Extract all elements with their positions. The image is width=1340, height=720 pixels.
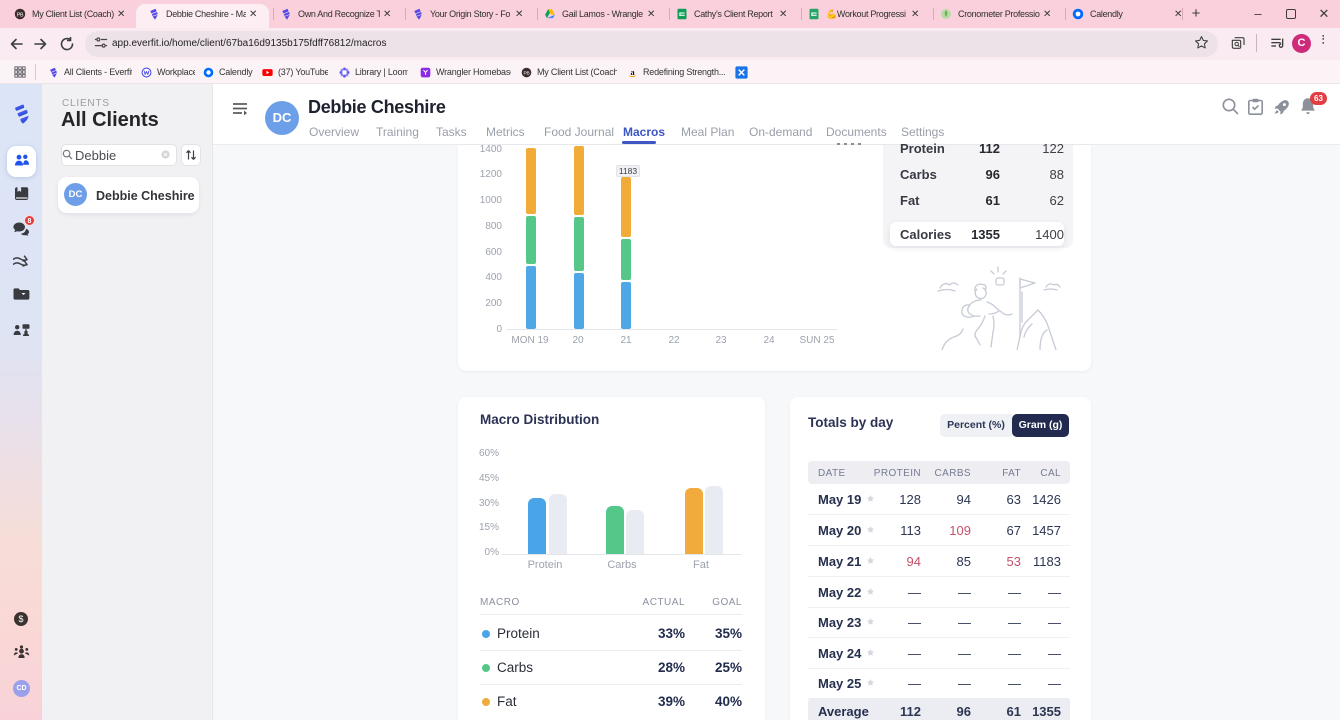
svg-text:a: a (631, 67, 635, 76)
svg-text:PB: PB (17, 12, 24, 18)
svg-text:PB: PB (523, 70, 529, 76)
